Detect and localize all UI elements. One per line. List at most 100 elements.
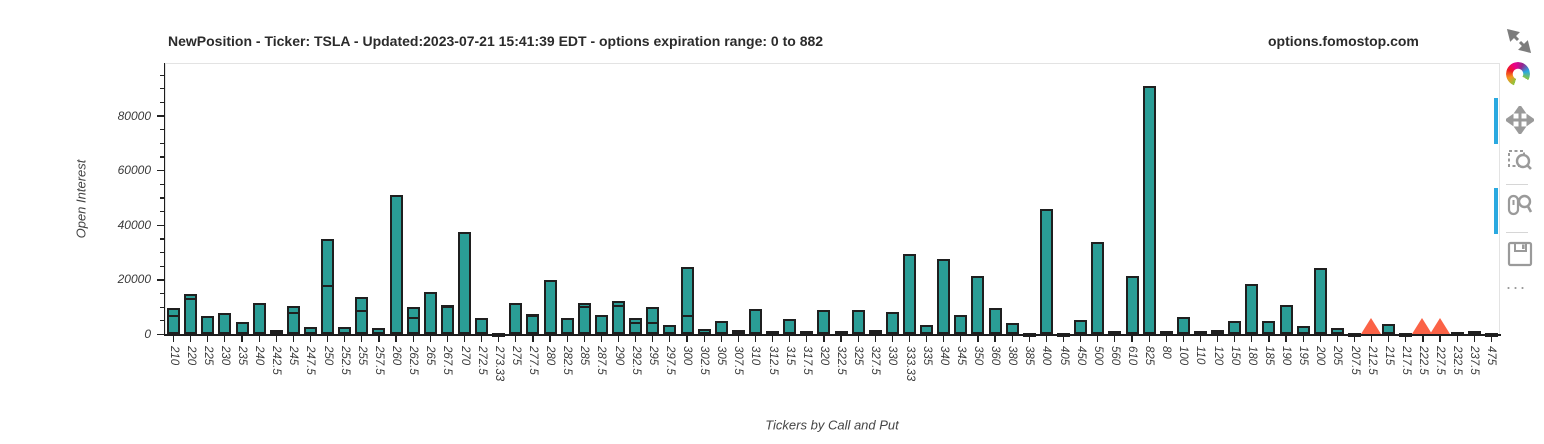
x-tick-label: 247.5 — [304, 346, 317, 375]
x-tick-label: 312.5 — [766, 346, 779, 375]
bar-307.5 — [731, 329, 745, 335]
bar-split-line — [579, 305, 589, 333]
bar-277.5 — [526, 314, 540, 335]
x-tick-label: 340 — [937, 346, 950, 366]
x-tick — [926, 334, 928, 342]
y-minor-tick — [160, 211, 165, 213]
y-tick-label: 20000 — [117, 272, 151, 287]
x-tick-label: 385 — [1023, 346, 1036, 366]
bar-split-line — [682, 315, 692, 332]
x-tick-label: 260 — [390, 346, 403, 366]
bar-610 — [1125, 276, 1139, 335]
toolbar-separator — [1506, 232, 1528, 233]
x-tick — [806, 334, 808, 342]
x-tick-label: 245 — [287, 346, 300, 366]
x-tick-label: 252.5 — [338, 346, 351, 375]
x-tick — [224, 334, 226, 342]
wheel-zoom-tool-button[interactable] — [1494, 188, 1534, 234]
x-tick — [275, 334, 277, 342]
bar-split-line — [528, 315, 538, 332]
pan-tool-button[interactable] — [1494, 98, 1534, 144]
y-minor-tick — [160, 101, 165, 104]
x-tick-label: 307.5 — [732, 346, 745, 375]
x-tick-label: 227.5 — [1434, 346, 1447, 375]
x-tick-label: 215 — [1382, 346, 1395, 366]
x-tick-label: 610 — [1126, 346, 1139, 366]
bar-195 — [1296, 326, 1310, 335]
pan-arrows-icon — [1506, 106, 1534, 134]
plot-area[interactable] — [165, 63, 1500, 335]
x-tick — [515, 334, 517, 342]
bar-560 — [1108, 330, 1122, 335]
x-tick-label: 267.5 — [441, 346, 454, 375]
new-position-marker-222.5 — [1412, 317, 1433, 334]
x-tick — [463, 334, 466, 342]
x-tick — [789, 334, 791, 342]
x-tick — [292, 334, 294, 342]
y-tick-label: 80000 — [117, 108, 151, 123]
bar-333.33 — [903, 253, 917, 335]
bar-825 — [1142, 86, 1156, 335]
x-tick-label: 257.5 — [372, 346, 385, 375]
x-tick-label: 185 — [1262, 346, 1275, 366]
y-minor-tick — [160, 156, 165, 158]
y-minor-tick — [160, 88, 165, 90]
y-major-tick — [157, 115, 165, 117]
x-tick-label: 220 — [184, 346, 197, 366]
bar-190 — [1279, 305, 1293, 335]
x-tick — [874, 334, 876, 342]
bar-500 — [1091, 242, 1105, 335]
x-tick — [309, 334, 312, 342]
bar-230 — [218, 312, 232, 335]
more-tools-button[interactable]: ... — [1506, 274, 1534, 306]
x-tick — [737, 334, 739, 342]
x-tick — [960, 334, 962, 342]
x-tick — [207, 334, 209, 342]
bar-split-line — [648, 321, 658, 333]
bar-292.5 — [629, 318, 643, 335]
x-tick-label: 560 — [1108, 346, 1121, 366]
y-major-tick — [157, 279, 165, 281]
x-tick — [891, 334, 893, 342]
bar-265 — [423, 291, 437, 335]
x-tick-label: 500 — [1091, 346, 1104, 366]
y-minor-tick — [160, 306, 165, 308]
bar-270 — [458, 232, 472, 335]
x-tick-label: 333.33 — [903, 346, 916, 382]
x-tick — [1473, 334, 1475, 342]
x-tick-label: 262.5 — [407, 346, 420, 375]
x-tick — [703, 334, 705, 342]
bar-262.5 — [406, 306, 420, 335]
x-tick — [344, 334, 346, 342]
y-minor-tick — [160, 129, 165, 131]
x-tick-label: 450 — [1074, 346, 1087, 366]
bar-180 — [1245, 283, 1259, 335]
x-tick — [1165, 334, 1167, 342]
x-tick-label: 232.5 — [1451, 346, 1464, 375]
bar-150 — [1228, 320, 1242, 335]
wheel-zoom-active-indicator — [1494, 188, 1498, 234]
y-minor-tick — [160, 292, 165, 295]
x-tick — [635, 334, 637, 342]
x-tick-label: 317.5 — [800, 346, 813, 375]
bar-290 — [612, 301, 626, 335]
x-tick-label: 315 — [783, 346, 796, 366]
x-tick-label: 345 — [954, 346, 967, 366]
x-tick — [1182, 334, 1184, 342]
box-zoom-tool-button[interactable] — [1506, 146, 1534, 174]
x-tick-label: 237.5 — [1468, 346, 1481, 375]
x-tick — [771, 334, 774, 342]
bar-330 — [885, 312, 899, 335]
bar-322.5 — [834, 330, 848, 335]
save-tool-button[interactable] — [1506, 240, 1534, 268]
x-tick — [395, 334, 397, 342]
bar-275 — [509, 303, 523, 335]
x-tick-label: 380 — [1006, 346, 1019, 366]
bokeh-logo-button[interactable] — [1506, 62, 1534, 90]
resize-button[interactable] — [1506, 28, 1534, 56]
x-tick — [549, 334, 551, 342]
x-axis-label: Tickers by Call and Put — [765, 417, 899, 433]
x-tick-label: 275 — [509, 346, 522, 366]
x-tick — [1405, 334, 1407, 342]
toolbar-separator — [1506, 184, 1528, 185]
